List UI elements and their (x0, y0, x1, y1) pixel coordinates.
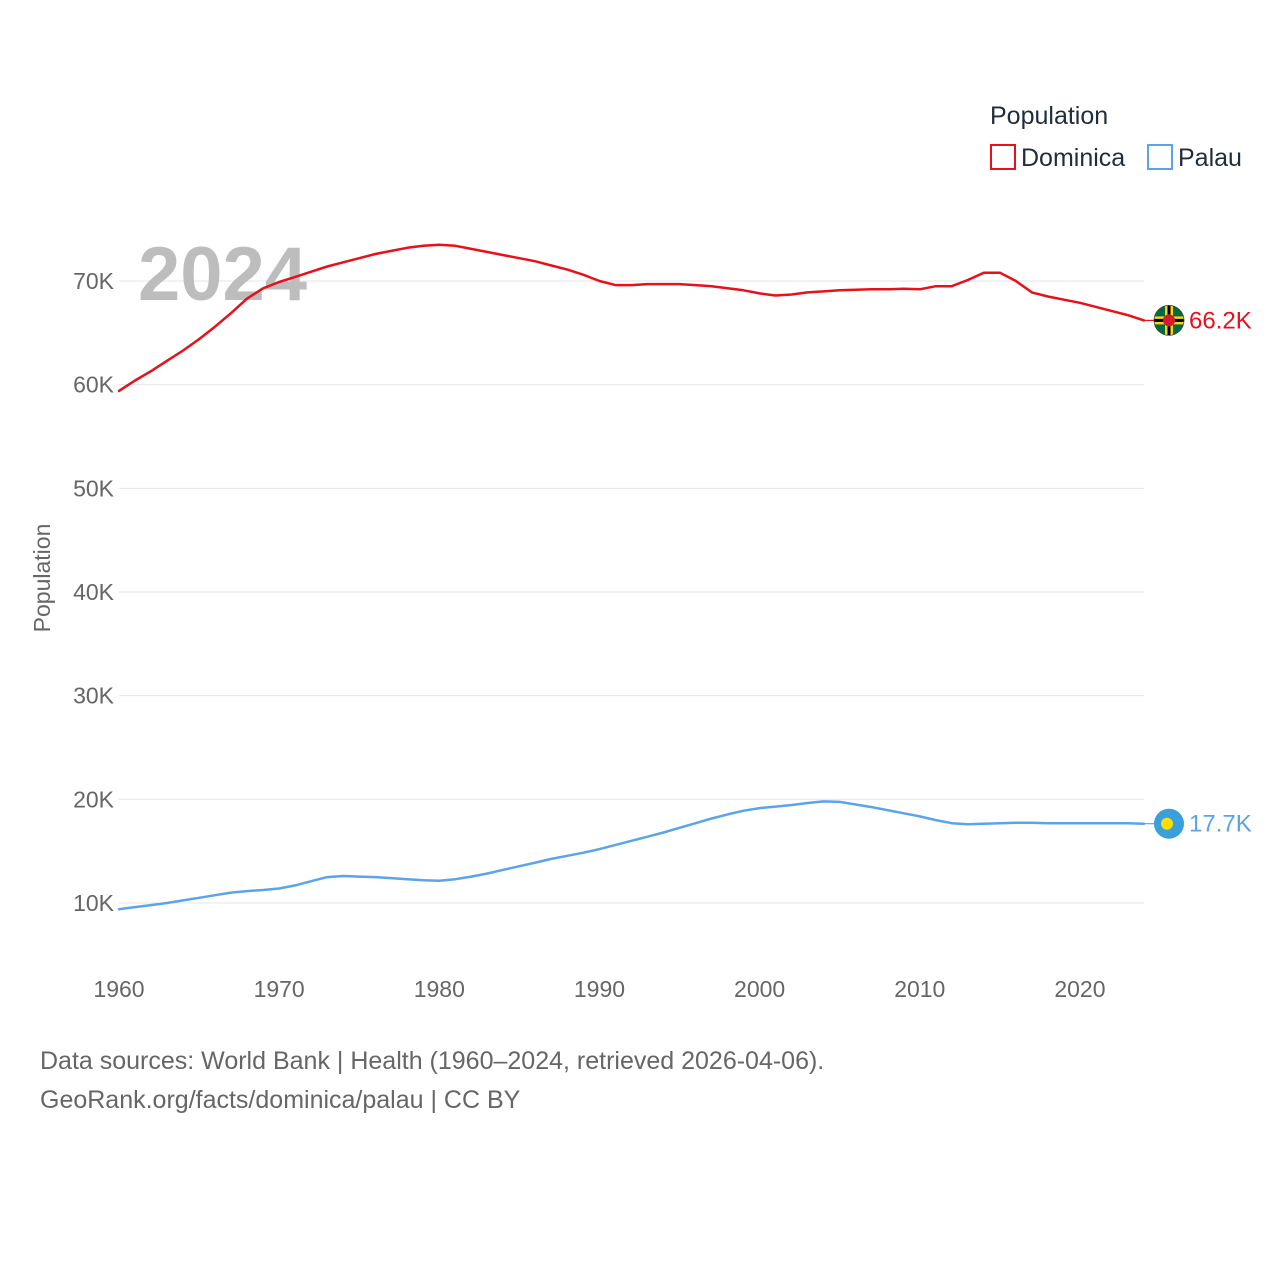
y-tick-label: 60K (73, 372, 115, 398)
x-tick-label: 2010 (894, 976, 945, 1002)
y-axis-title: Population (29, 524, 55, 633)
y-tick-label: 40K (73, 579, 115, 605)
legend-item-dominica[interactable]: Dominica (990, 144, 1125, 172)
y-axis-ticks: 10K 20K 30K 40K 50K 60K 70K (73, 268, 115, 916)
x-tick-label: 2000 (734, 976, 785, 1002)
x-tick-label: 2020 (1054, 976, 1105, 1002)
series-line-dominica[interactable] (117, 243, 1146, 393)
end-value-label-palau: 17.7K (1189, 811, 1252, 838)
x-axis-ticks: 1960 1970 1980 1990 2000 2010 2020 (93, 976, 1105, 1002)
year-watermark: 2024 (138, 232, 307, 317)
legend-title: Population (990, 102, 1108, 130)
x-tick-label: 1990 (574, 976, 625, 1002)
legend: Population Dominica Palau (990, 102, 1242, 172)
series-lines: 66.2K 17.7K (117, 243, 1252, 911)
gridlines (119, 280, 1144, 904)
y-tick-label: 10K (73, 890, 115, 916)
y-tick-label: 30K (73, 683, 115, 709)
legend-label-dominica: Dominica (1021, 144, 1125, 172)
data-source-text: Data sources: World Bank | Health (1960–… (40, 1047, 824, 1075)
end-value-label-dominica: 66.2K (1189, 307, 1252, 334)
x-tick-label: 1980 (414, 976, 465, 1002)
legend-item-palau[interactable]: Palau (1147, 144, 1242, 172)
legend-swatch-dominica (990, 144, 1016, 170)
legend-swatch-palau (1147, 144, 1173, 170)
source-url-text[interactable]: GeoRank.org/facts/dominica/palau | CC BY (40, 1086, 521, 1114)
legend-label-palau: Palau (1178, 144, 1242, 172)
y-tick-label: 20K (73, 786, 115, 812)
palau-flag-icon (1154, 808, 1184, 839)
y-tick-label: 70K (73, 268, 115, 294)
x-tick-label: 1970 (254, 976, 305, 1002)
dominica-flag-icon (1153, 304, 1185, 336)
y-tick-label: 50K (73, 475, 115, 501)
series-line-palau[interactable] (117, 800, 1146, 911)
x-tick-label: 1960 (93, 976, 144, 1002)
